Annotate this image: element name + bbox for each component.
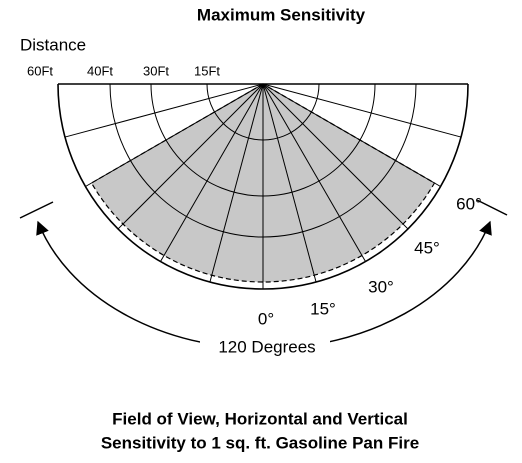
title: Maximum Sensitivity xyxy=(197,5,366,24)
radial-line xyxy=(262,83,462,138)
radial-line xyxy=(262,83,409,230)
distance-tick: 40Ft xyxy=(87,63,113,78)
field-of-view xyxy=(57,83,469,290)
distance-tick: 30Ft xyxy=(143,63,169,78)
angle-label: 60° xyxy=(456,194,482,213)
radial-line xyxy=(117,83,264,230)
radial-line xyxy=(209,83,264,283)
radial-line xyxy=(85,83,264,187)
distance-tick: 15Ft xyxy=(194,63,220,78)
span-tick xyxy=(476,199,508,216)
distance-tick: 60Ft xyxy=(27,63,53,78)
distance-label: Distance xyxy=(20,35,86,54)
caption: Sensitivity to 1 sq. ft. Gasoline Pan Fi… xyxy=(101,433,419,452)
span-tick xyxy=(19,201,54,219)
label-background xyxy=(200,336,330,358)
angle-label: 0° xyxy=(258,309,274,328)
angle-label: 30° xyxy=(368,277,394,296)
radial-line xyxy=(262,83,317,283)
radial-line xyxy=(262,83,441,187)
angle-label: 45° xyxy=(414,238,440,257)
angle-label: 15° xyxy=(310,299,336,318)
span-label: 120 Degrees xyxy=(218,337,315,356)
radial-line xyxy=(64,83,264,138)
caption: Field of View, Horizontal and Vertical xyxy=(112,409,408,428)
